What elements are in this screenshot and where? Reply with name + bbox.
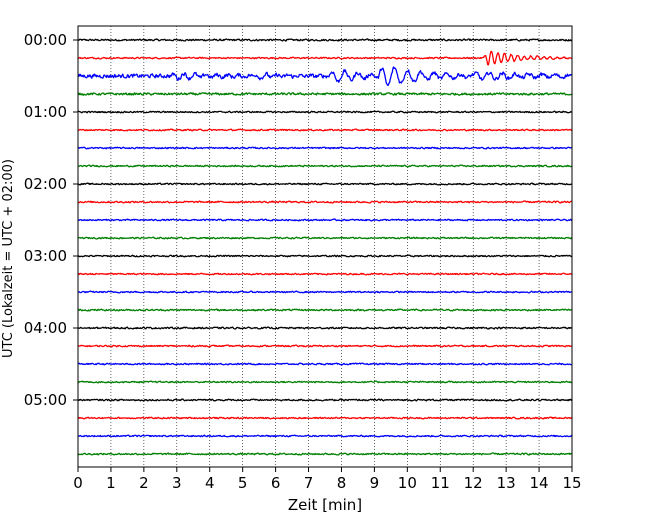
trace-line: [77, 146, 573, 150]
trace-line: [77, 344, 573, 348]
x-tick-label: 14: [530, 474, 549, 492]
trace-line: [77, 434, 573, 438]
x-tick-label: 2: [139, 474, 149, 492]
x-tick-label: 15: [562, 474, 581, 492]
trace-line: [77, 66, 573, 86]
trace-line: [77, 92, 573, 96]
x-tick-label: 1: [106, 474, 116, 492]
trace-line: [77, 380, 573, 384]
trace-line: [77, 362, 573, 366]
x-tick-label: 12: [464, 474, 483, 492]
x-tick-label: 10: [398, 474, 417, 492]
x-tick-label: 7: [304, 474, 314, 492]
y-axis-label: UTC (Lokalzeit = UTC + 02:00): [1, 159, 16, 358]
trace-line: [77, 128, 573, 132]
trace-line: [77, 218, 573, 222]
trace-line: [77, 290, 573, 294]
x-tick-label: 13: [497, 474, 516, 492]
x-tick-label: 6: [271, 474, 281, 492]
y-tick-label: 01:00: [24, 103, 67, 121]
trace-line: [77, 110, 573, 114]
y-axis-ticks: 00:00 01:00 02:00 03:00 04:00 05:00: [24, 31, 78, 409]
trace-line: [77, 236, 572, 240]
x-tick-label: 8: [337, 474, 347, 492]
y-tick-label: 02:00: [24, 175, 67, 193]
y-tick-label: 04:00: [24, 319, 67, 337]
y-tick-label: 03:00: [24, 247, 67, 265]
x-tick-label: 0: [73, 474, 83, 492]
trace-line: [77, 50, 573, 66]
trace-line: [77, 182, 573, 186]
x-tick-label: 4: [205, 474, 215, 492]
traces: [77, 38, 573, 456]
trace-line: [77, 308, 573, 312]
trace-line: [77, 416, 573, 420]
x-axis-label: Zeit [min]: [288, 496, 362, 514]
y-tick-label: 05:00: [24, 391, 67, 409]
trace-line: [77, 164, 573, 168]
plot-frame: [77, 25, 573, 468]
trace-line: [77, 272, 573, 276]
trace-line: [77, 326, 573, 330]
trace-line: [77, 38, 573, 42]
trace-line: [77, 398, 573, 402]
x-tick-label: 9: [370, 474, 380, 492]
x-tick-label: 11: [431, 474, 450, 492]
x-tick-label: 3: [172, 474, 182, 492]
x-axis-ticks: 0 1 2 3 4 5 6 7 8 9 10 11 12 13 14 15: [73, 467, 582, 492]
trace-line: [77, 254, 573, 258]
y-tick-label: 00:00: [24, 31, 67, 49]
trace-line: [77, 452, 573, 456]
x-tick-label: 5: [238, 474, 248, 492]
trace-line: [77, 200, 573, 204]
